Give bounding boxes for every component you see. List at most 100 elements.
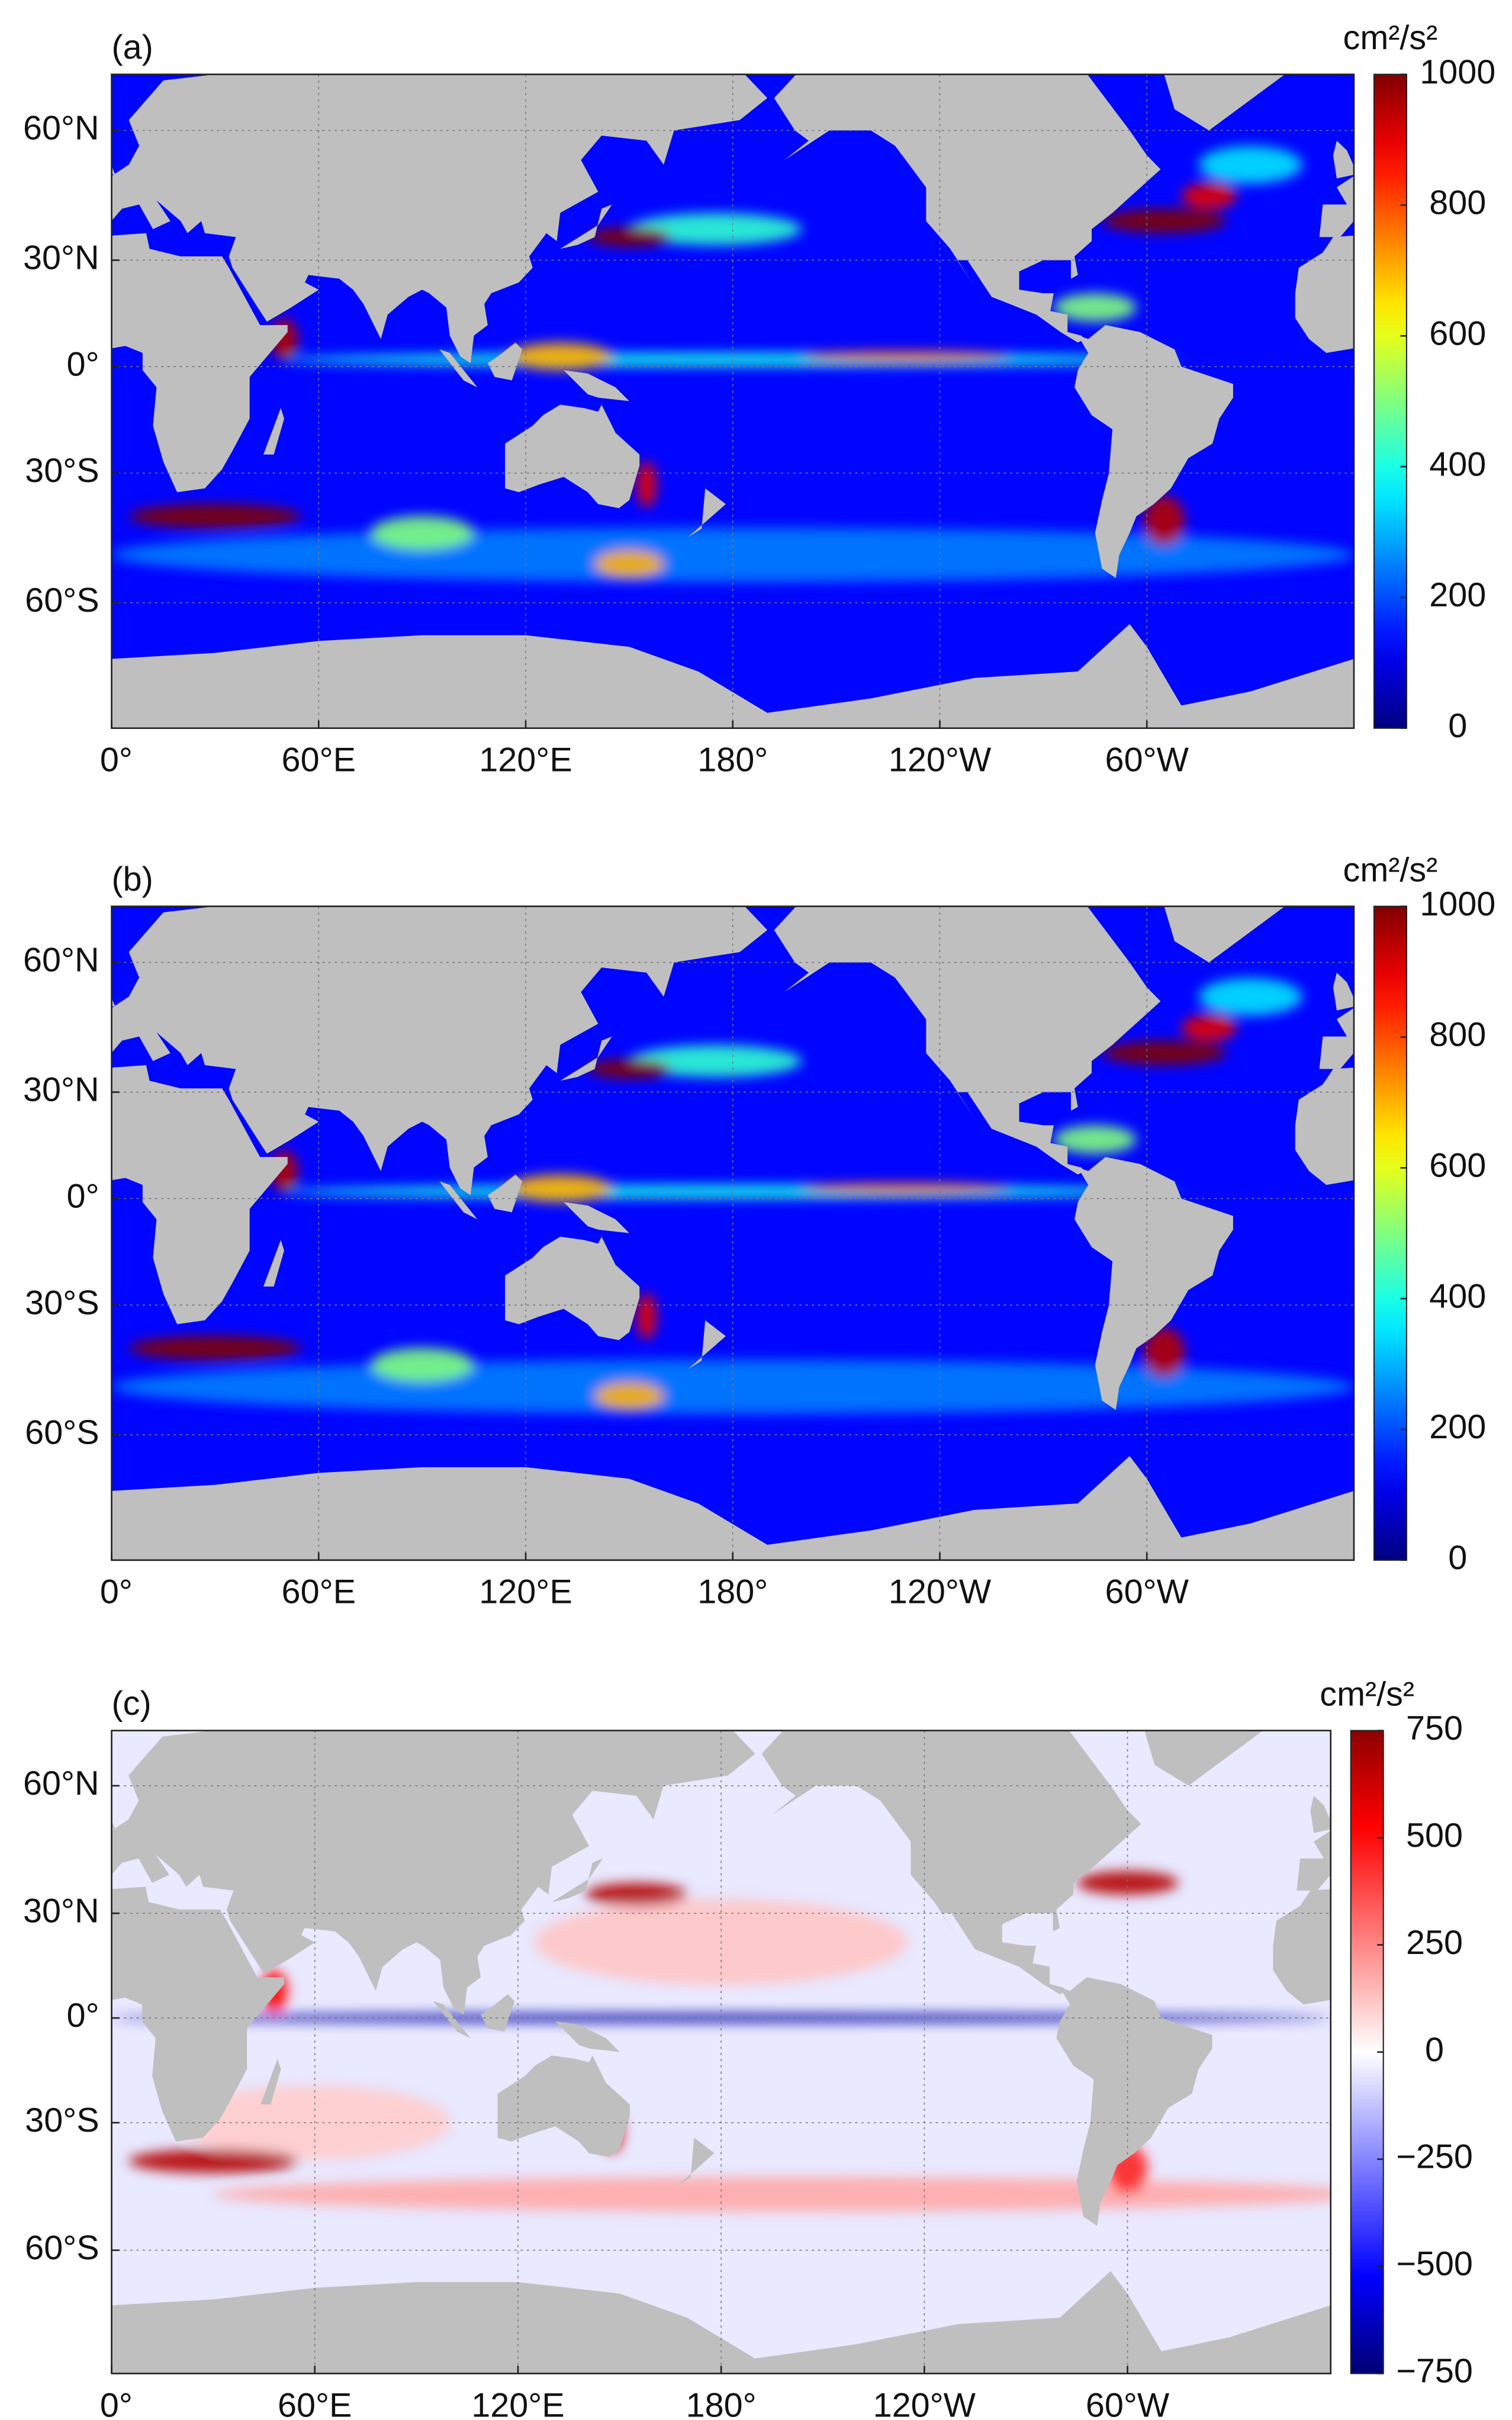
colorbar-unit: cm²/s² <box>1343 851 1438 889</box>
land <box>1310 1795 1331 1833</box>
colorbar-tick-label: 600 <box>1429 1147 1486 1185</box>
land <box>111 1456 1354 1560</box>
land <box>0 804 43 962</box>
land <box>433 2001 471 2039</box>
land <box>1074 1157 1233 1410</box>
land <box>111 1886 285 2142</box>
land <box>1319 1008 1354 1069</box>
colorbar-tick-label: 800 <box>1429 184 1486 222</box>
land <box>555 2021 620 2052</box>
land <box>111 1065 288 1325</box>
energy-pattern <box>629 1045 802 1078</box>
energy-pattern <box>128 504 302 529</box>
land <box>111 998 115 1007</box>
map-frame <box>111 905 1355 1561</box>
x-tick-label: 180° <box>697 1573 768 1611</box>
colorbar-tick-label: 0 <box>1448 707 1467 745</box>
land <box>111 74 768 364</box>
colorbar <box>1373 73 1407 729</box>
energy-pattern <box>111 2013 1331 2023</box>
energy-pattern <box>802 1183 1009 1194</box>
land <box>111 624 1354 728</box>
x-tick-label: 120°E <box>471 2386 564 2420</box>
land <box>111 1821 115 1830</box>
energy-pattern <box>1102 1040 1227 1066</box>
land <box>487 1174 523 1213</box>
map <box>0 1630 1500 2374</box>
energy-pattern <box>594 549 664 578</box>
colorbar-tick-label: 1000 <box>1420 53 1495 91</box>
land <box>263 1240 285 1287</box>
land <box>260 2059 281 2105</box>
x-tick-label: 60°W <box>1086 2386 1170 2420</box>
land <box>564 370 629 401</box>
colorbar-tick-label: 250 <box>1406 1924 1463 1962</box>
energy-pattern <box>128 2149 298 2173</box>
energy-pattern <box>1198 146 1302 184</box>
y-tick-label: 60°N <box>23 110 99 147</box>
colorbar <box>1373 905 1407 1561</box>
y-tick-label: 60°N <box>23 1765 99 1802</box>
land <box>497 2055 630 2157</box>
land <box>1074 324 1233 579</box>
y-tick-label: 60°N <box>23 941 99 979</box>
energy-pattern <box>629 213 802 246</box>
land <box>0 1630 44 1786</box>
panel-label: (a) <box>112 28 153 66</box>
land <box>774 74 1161 343</box>
land <box>487 342 523 381</box>
land <box>1164 74 1285 131</box>
colorbar-tick-label: 200 <box>1429 576 1486 614</box>
land <box>1297 1830 1331 1891</box>
x-tick-label: 120°W <box>889 741 992 779</box>
land <box>1056 1977 1212 2226</box>
colorbar-tick-label: 800 <box>1429 1016 1486 1054</box>
land <box>1295 235 1354 353</box>
colorbar-tick-label: −750 <box>1396 2352 1473 2390</box>
land <box>774 906 1161 1175</box>
energy-pattern <box>1181 183 1237 209</box>
energy-pattern <box>594 1382 664 1410</box>
x-tick-label: 180° <box>697 741 768 779</box>
map <box>0 804 1354 1560</box>
energy-pattern <box>508 342 612 371</box>
colorbar-tick-label: −500 <box>1396 2245 1473 2283</box>
energy-pattern <box>636 1293 657 1340</box>
x-tick-label: 0° <box>100 1573 133 1611</box>
land <box>439 349 478 388</box>
energy-pattern <box>1053 293 1137 322</box>
land <box>439 1181 478 1220</box>
energy-pattern <box>802 351 1009 362</box>
x-tick-label: 120°E <box>479 1573 572 1611</box>
y-tick-label: 30°S <box>25 452 99 490</box>
land <box>1333 972 1354 1011</box>
x-tick-label: 0° <box>100 2386 133 2420</box>
land <box>1479 2059 1500 2104</box>
x-tick-label: 60°E <box>282 1573 356 1611</box>
colorbar-tick-label: 600 <box>1429 314 1486 352</box>
energy-pattern <box>1143 1327 1185 1377</box>
energy-pattern <box>128 1336 302 1361</box>
land <box>481 1994 515 2032</box>
map <box>111 74 1354 728</box>
land <box>1333 140 1354 179</box>
land <box>111 1730 755 2015</box>
colorbar-tick-label: 400 <box>1429 1277 1486 1315</box>
land <box>1164 906 1285 963</box>
x-tick-label: 180° <box>686 2386 757 2420</box>
x-tick-label: 120°W <box>873 2386 976 2420</box>
land <box>505 1236 640 1341</box>
land <box>564 1202 629 1233</box>
y-tick-label: 30°S <box>25 1284 99 1322</box>
land <box>560 204 612 249</box>
colorbar-unit: cm²/s² <box>1320 1675 1414 1713</box>
land <box>1144 1730 1263 1786</box>
land <box>677 2138 715 2186</box>
x-tick-label: 120°W <box>889 1573 992 1611</box>
land <box>111 166 115 175</box>
land <box>1319 176 1354 237</box>
colorbar-tick-label: −250 <box>1396 2138 1473 2176</box>
energy-pattern <box>587 227 671 248</box>
energy-pattern <box>1198 978 1302 1015</box>
y-tick-label: 30°N <box>23 1071 99 1109</box>
